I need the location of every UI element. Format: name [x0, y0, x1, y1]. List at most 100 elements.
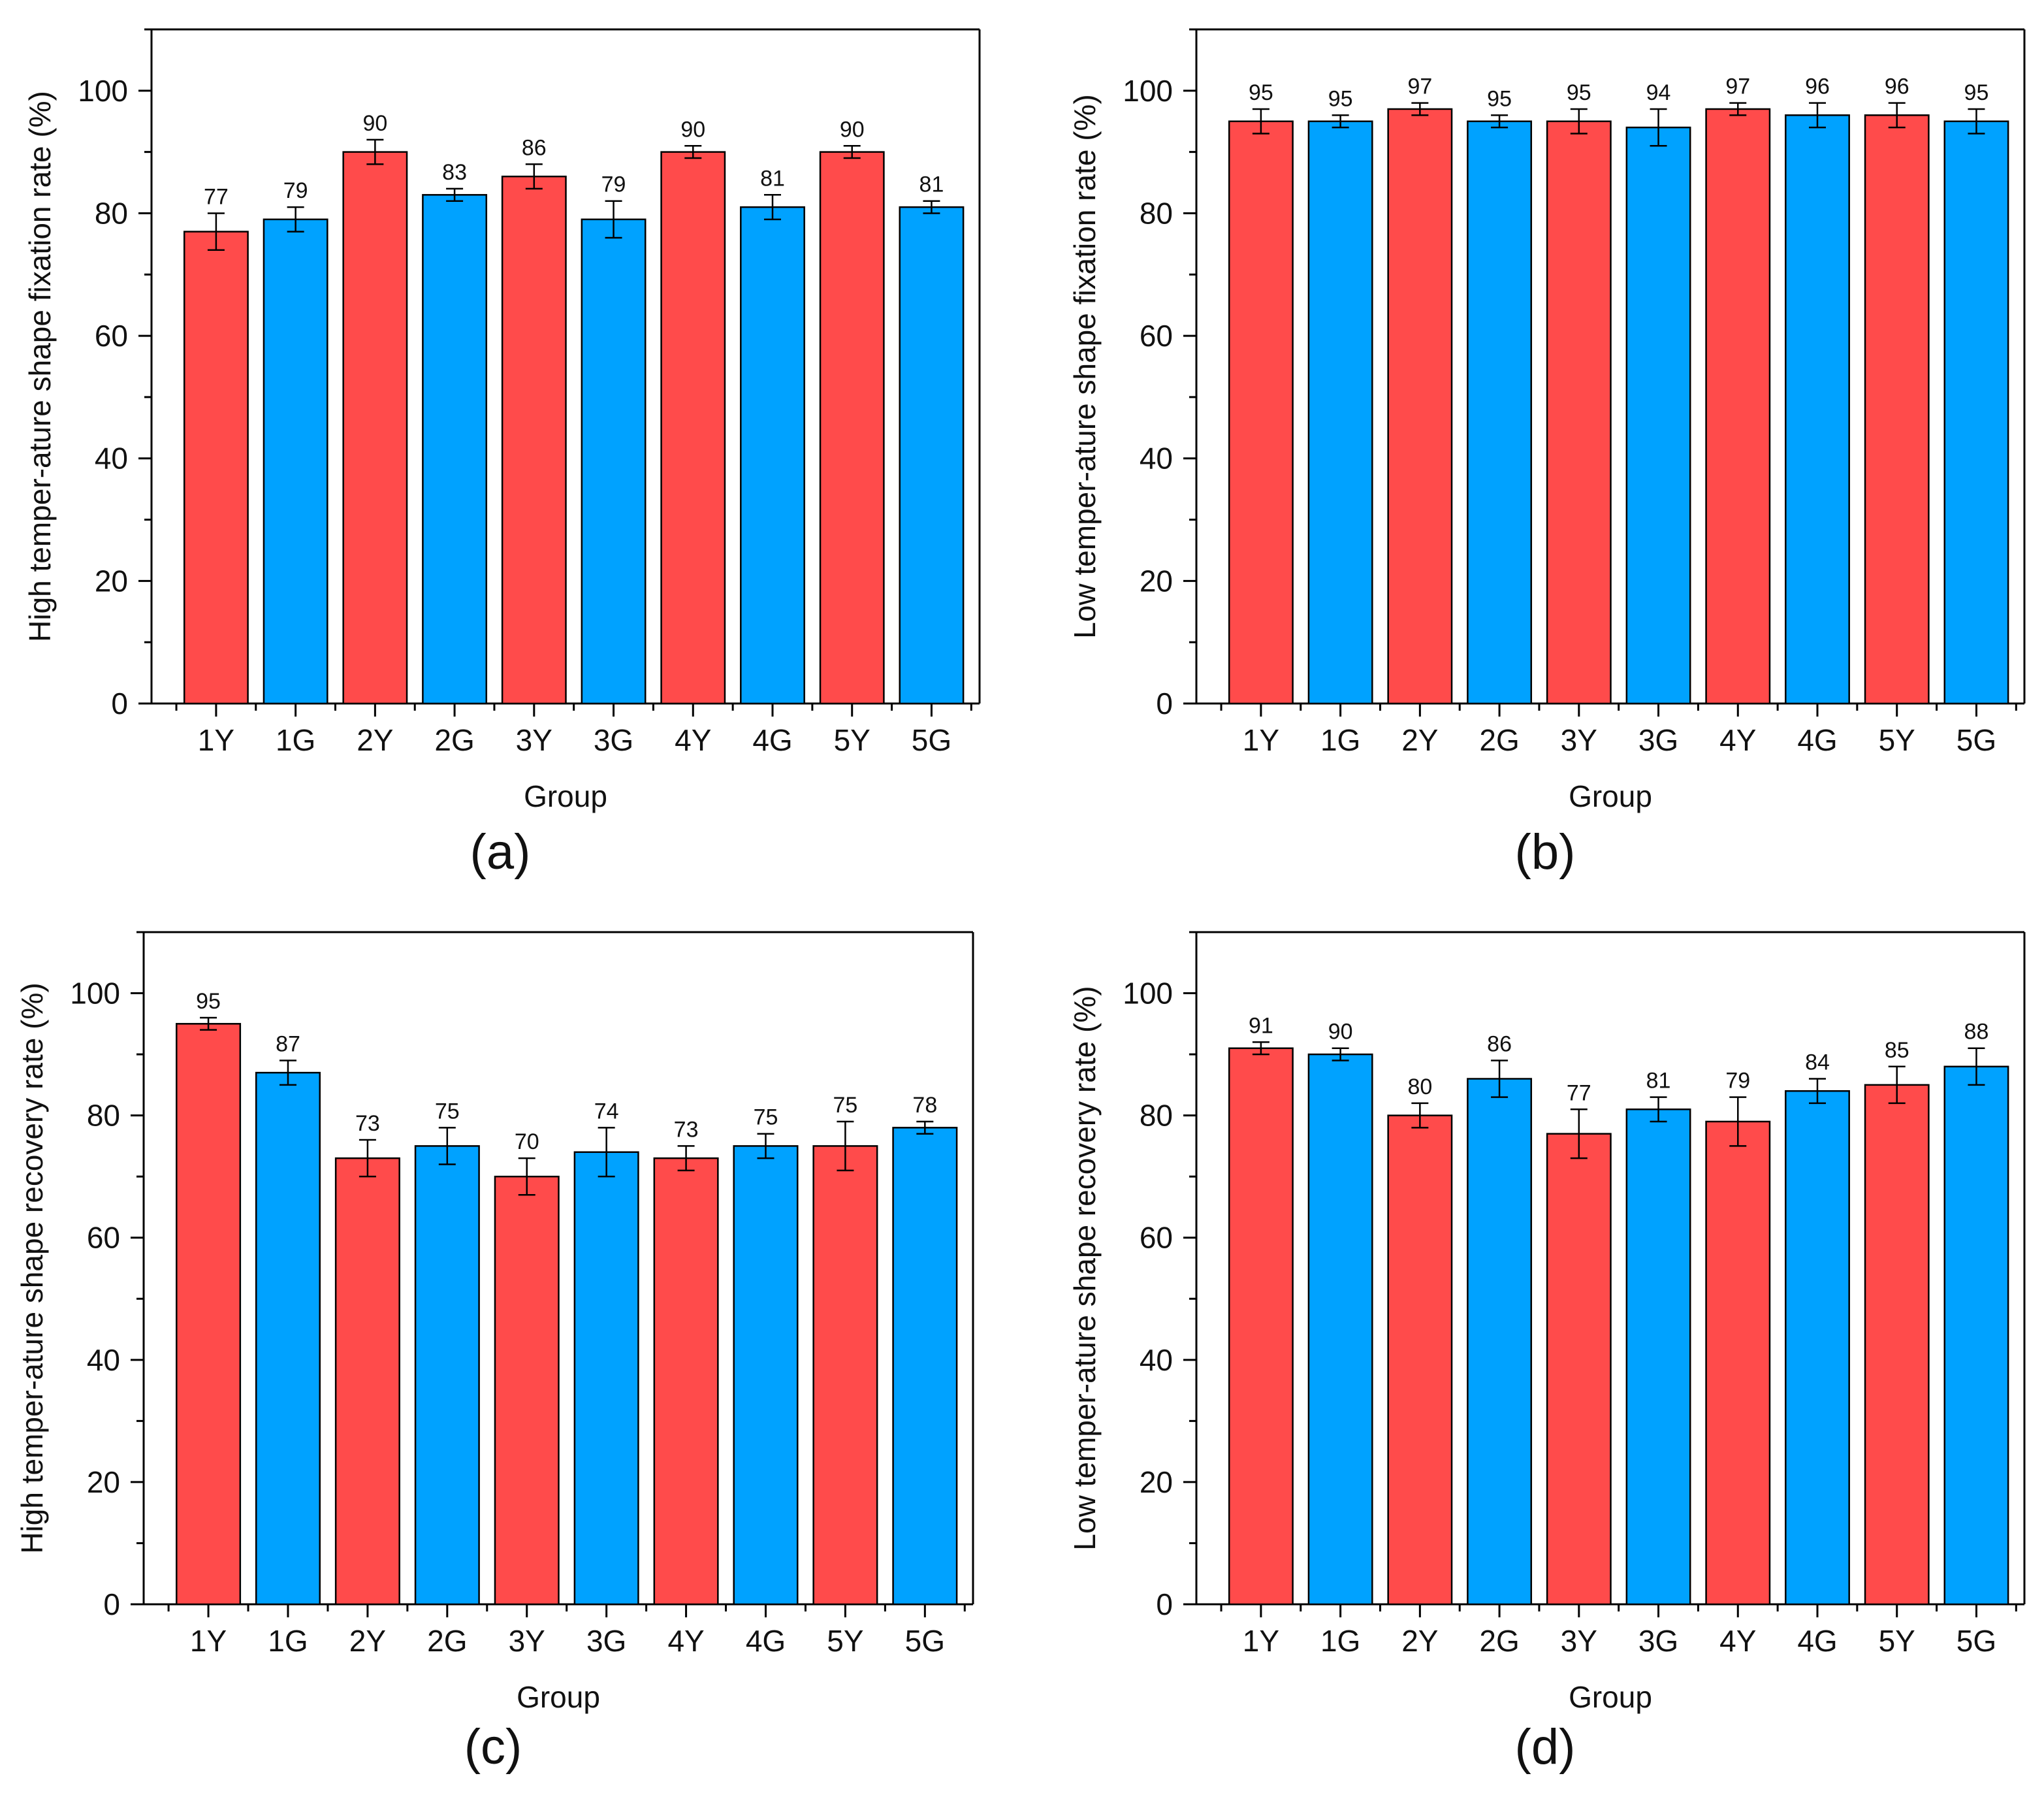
- data-label: 90: [840, 117, 865, 142]
- bar-1y: [1228, 1047, 1294, 1606]
- bar-5y: [812, 1145, 878, 1606]
- panel-label: (d): [1515, 1719, 1576, 1775]
- data-label: 80: [1407, 1075, 1432, 1099]
- y-tick-label: 60: [1140, 319, 1173, 353]
- y-tick-label: 20: [1140, 564, 1173, 598]
- bar-1y: [1228, 120, 1294, 705]
- panel-label: (b): [1515, 824, 1576, 880]
- data-label: 95: [1487, 86, 1512, 111]
- data-label: 75: [435, 1099, 460, 1124]
- bar-5y: [819, 151, 885, 705]
- y-tick-label: 40: [95, 442, 128, 476]
- x-tick-label: 3G: [586, 1624, 626, 1658]
- data-label: 83: [442, 160, 467, 185]
- data-label: 81: [760, 166, 785, 191]
- bar-5g: [1943, 120, 2009, 705]
- x-tick-label: 3Y: [1561, 1624, 1597, 1658]
- bar-4g: [1785, 114, 1850, 705]
- data-label: 91: [1249, 1013, 1273, 1038]
- bar-5g: [892, 1127, 958, 1606]
- y-axis-title: Low temper-ature shape recovery rate (%): [1068, 986, 1102, 1550]
- bar-3y: [494, 1175, 560, 1606]
- y-tick-label: 40: [87, 1343, 120, 1377]
- y-tick-label: 20: [1140, 1465, 1173, 1499]
- x-tick-label: 5Y: [827, 1624, 863, 1658]
- x-tick-label: 1Y: [1243, 723, 1279, 757]
- bar-5g: [1943, 1065, 2009, 1606]
- y-tick-label: 100: [1123, 74, 1173, 108]
- data-label: 79: [601, 172, 626, 197]
- y-tick-label: 80: [87, 1099, 120, 1133]
- x-axis-title: Group: [1569, 779, 1652, 813]
- bar-5y: [1864, 1084, 1930, 1606]
- panel-label: (a): [470, 824, 531, 880]
- x-tick-label: 1Y: [190, 1624, 227, 1658]
- bar-3y: [1546, 120, 1612, 705]
- x-tick-label: 1Y: [1243, 1624, 1279, 1658]
- panel-c: 0 20 40 60 80 100 95 1Y 87 1G 73 2Y 75 2G 70 3Y 74 3G 73 4Y…: [15, 931, 974, 1775]
- x-tick-label: 4G: [752, 723, 792, 757]
- x-tick-label: 5Y: [1879, 1624, 1915, 1658]
- x-tick-label: 2Y: [357, 723, 393, 757]
- y-tick-label: 80: [1140, 1099, 1173, 1133]
- x-tick-label: 4G: [1797, 1624, 1837, 1658]
- bar-2g: [1467, 1078, 1533, 1606]
- y-axis-title: High temper-ature shape recovery rate (%…: [15, 982, 49, 1553]
- bar-2y: [1387, 1114, 1453, 1606]
- y-tick-label: 0: [1156, 1587, 1173, 1621]
- data-label: 70: [515, 1129, 539, 1154]
- y-tick-label: 0: [111, 687, 128, 720]
- y-tick-label: 60: [95, 319, 128, 353]
- y-axis-title: Low temper-ature shape fixation rate (%): [1068, 94, 1102, 639]
- data-label: 77: [204, 184, 229, 209]
- x-tick-label: 4Y: [1719, 723, 1756, 757]
- bar-1g: [1307, 120, 1373, 705]
- bar-4y: [1705, 108, 1771, 705]
- y-tick-label: 100: [78, 74, 128, 108]
- x-tick-label: 1G: [1320, 1624, 1360, 1658]
- panel-d: 0 20 40 60 80 100 91 1Y 90 1G 80 2Y 86 2G 77 3Y 81 3G 79 4Y…: [1068, 931, 2026, 1775]
- y-tick-label: 60: [87, 1221, 120, 1255]
- bar-1y: [176, 1023, 242, 1606]
- x-tick-label: 2G: [1479, 1624, 1519, 1658]
- bar-5g: [899, 206, 965, 705]
- x-axis-title: Group: [517, 1680, 600, 1714]
- y-tick-label: 100: [1123, 977, 1173, 1011]
- bar-4g: [740, 206, 805, 705]
- y-tick-label: 100: [70, 977, 120, 1011]
- data-label: 90: [1328, 1020, 1353, 1044]
- bar-2g: [422, 194, 488, 705]
- data-label: 95: [1328, 86, 1353, 111]
- x-tick-label: 1G: [1320, 723, 1360, 757]
- bar-2y: [1387, 108, 1453, 705]
- y-axis-title: High temper-ature shape fixation rate (%…: [23, 91, 57, 642]
- data-label: 95: [1567, 80, 1591, 105]
- data-label: 78: [912, 1093, 937, 1118]
- x-tick-label: 4G: [1797, 723, 1837, 757]
- data-label: 96: [1805, 74, 1830, 99]
- y-tick-label: 40: [1140, 1343, 1173, 1377]
- y-tick-label: 40: [1140, 442, 1173, 476]
- x-tick-label: 2Y: [349, 1624, 386, 1658]
- x-tick-label: 3G: [1638, 723, 1678, 757]
- data-label: 90: [362, 111, 387, 136]
- data-label: 88: [1964, 1020, 1989, 1044]
- x-tick-label: 3Y: [1561, 723, 1597, 757]
- x-tick-label: 2G: [434, 723, 474, 757]
- data-label: 94: [1646, 80, 1671, 105]
- y-tick-label: 60: [1140, 1221, 1173, 1255]
- bar-4g: [1785, 1090, 1850, 1606]
- x-tick-label: 4Y: [1719, 1624, 1756, 1658]
- x-tick-label: 1G: [268, 1624, 308, 1658]
- data-label: 77: [1567, 1080, 1591, 1105]
- bar-5y: [1864, 114, 1930, 705]
- x-tick-label: 4Y: [667, 1624, 704, 1658]
- data-label: 79: [1725, 1069, 1750, 1093]
- bar-2g: [1467, 120, 1533, 705]
- x-axis-title: Group: [1569, 1680, 1652, 1714]
- x-tick-label: 5Y: [834, 723, 870, 757]
- x-tick-label: 2G: [427, 1624, 467, 1658]
- data-label: 75: [754, 1105, 778, 1130]
- x-tick-label: 4Y: [675, 723, 711, 757]
